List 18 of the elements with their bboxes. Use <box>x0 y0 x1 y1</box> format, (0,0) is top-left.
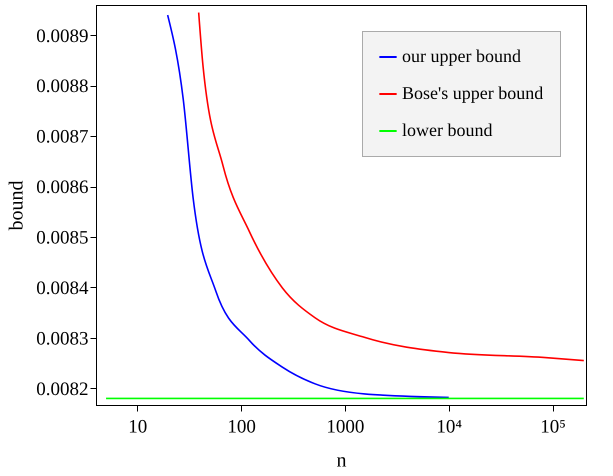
y-tick-label: 0.0084 <box>36 278 89 299</box>
legend-label: our upper bound <box>402 46 521 66</box>
x-tick-label: 10⁴ <box>436 416 462 438</box>
y-tick-label: 0.0087 <box>36 126 88 148</box>
y-tick-label: 0.0082 <box>36 378 88 400</box>
y-tick-label: 0.0086 <box>36 177 88 198</box>
x-axis-title: n <box>336 450 346 472</box>
y-tick-label: 0.0089 <box>36 26 88 47</box>
y-tick-label: 0.0088 <box>36 76 88 98</box>
x-tick-label: 10⁵ <box>540 416 566 438</box>
legend-label: lower bound <box>402 120 492 140</box>
x-tick-label: 1000 <box>326 416 364 438</box>
y-tick-label: 0.0083 <box>36 328 88 350</box>
x-tick-label: 100 <box>227 416 256 438</box>
y-axis-title: bound <box>5 180 28 230</box>
legend-label: Bose's upper bound <box>402 83 544 103</box>
y-tick-label: 0.0085 <box>36 228 88 249</box>
x-tick-label: 10 <box>128 416 148 438</box>
